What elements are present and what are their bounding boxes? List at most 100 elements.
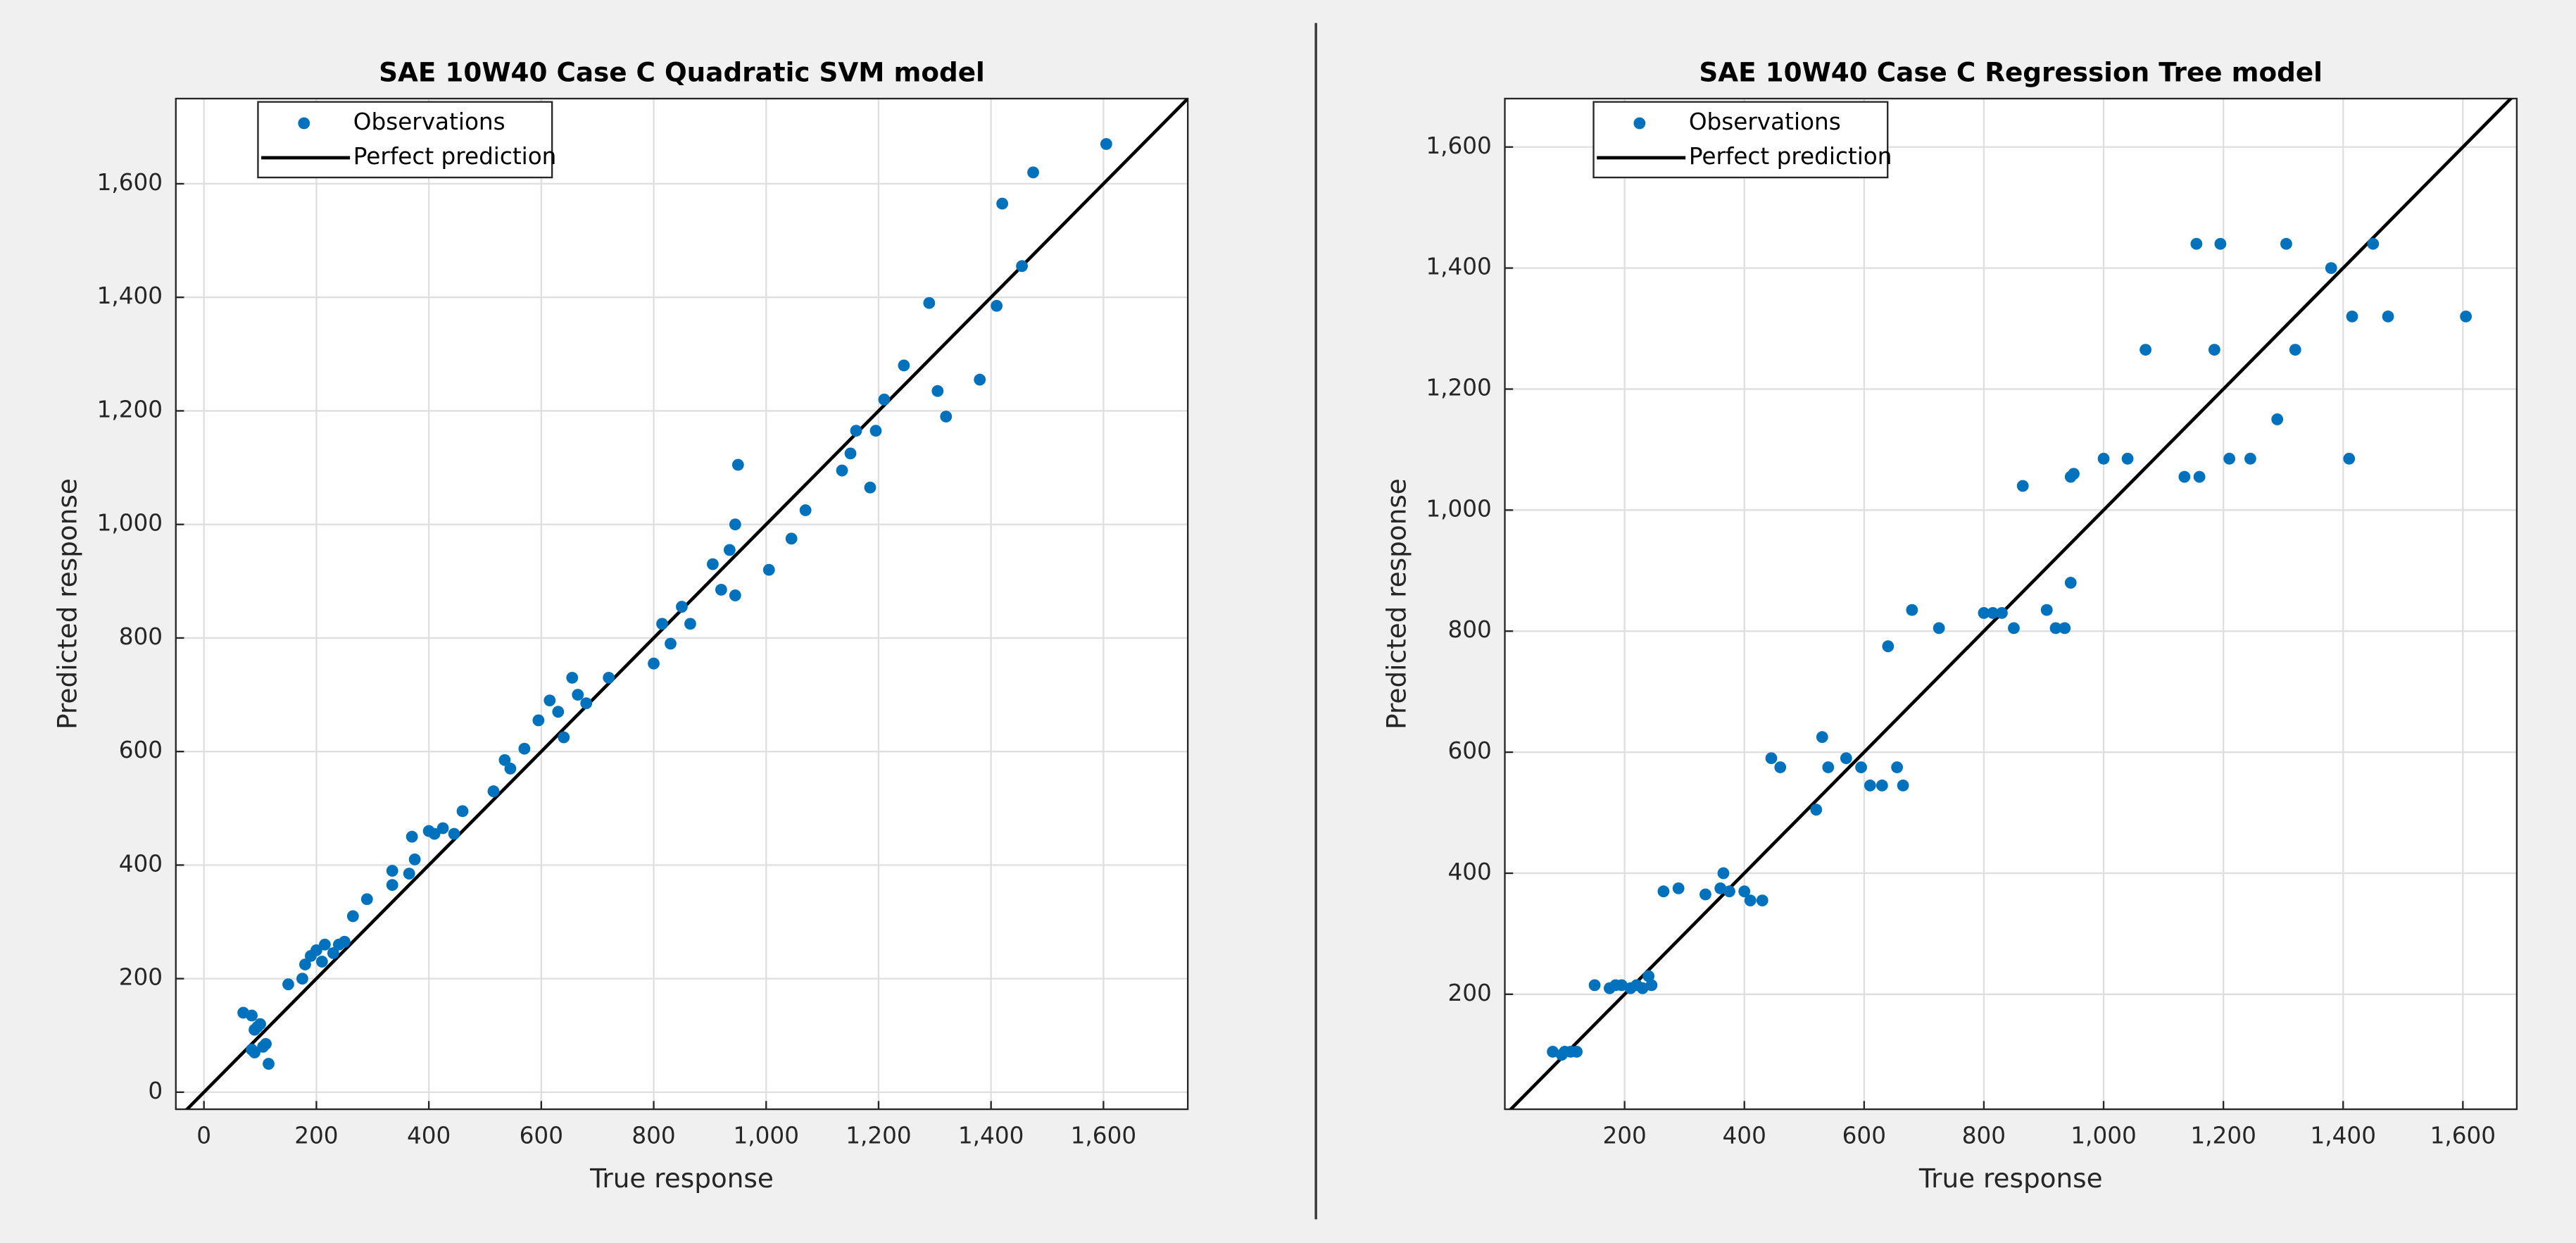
data-point [1016,260,1028,273]
data-point [1636,982,1649,994]
data-point [729,589,741,601]
data-point [436,822,449,835]
data-point [1897,779,1909,792]
legend-label: Observations [353,108,505,135]
data-point [996,197,1009,210]
data-point [869,425,882,437]
data-point [2214,237,2227,250]
data-point [260,1037,272,1050]
y-tick-label: 400 [1448,858,1492,885]
data-point [878,393,891,406]
data-point [1987,607,1999,619]
data-point [282,978,294,991]
legend-label: Observations [1689,108,1841,135]
data-point [1672,882,1685,894]
data-point [315,956,328,968]
data-point [2140,344,2151,356]
data-point [1615,979,1628,992]
y-tick-label: 600 [119,737,163,763]
y-tick-label: 600 [1448,737,1492,764]
data-point [1744,894,1757,906]
data-point [1840,752,1852,765]
data-point [1547,1046,1559,1058]
data-point [2064,577,2077,589]
data-point [1027,166,1039,179]
data-point [1933,622,1945,635]
y-tick-label: 1,000 [97,510,163,537]
y-tick-label: 1,400 [97,282,163,309]
chart-title: SAE 10W40 Case C Regression Tree model [1699,57,2323,88]
x-axis-label: True response [1918,1163,2103,1194]
data-point [715,583,727,596]
data-point [974,373,986,386]
y-tick-label: 400 [119,850,163,877]
y-tick-label: 1,600 [97,169,163,196]
data-point [665,637,677,650]
x-tick-label: 1,600 [2430,1123,2496,1149]
legend-label: Perfect prediction [1689,143,1892,170]
data-point [2097,452,2110,465]
x-tick-label: 1,400 [958,1123,1024,1149]
data-point [2367,237,2380,250]
data-point [296,973,308,985]
legend-box [1592,101,1889,179]
data-point [386,865,398,877]
data-point [1855,761,1867,773]
data-point [2343,452,2356,465]
data-point [1774,761,1787,773]
data-point [518,742,531,755]
data-point [656,618,668,630]
x-tick-label: 600 [1842,1123,1886,1149]
data-point [648,657,660,670]
data-point [723,544,736,556]
axes: 0 200 400 600 800 1,000 1,200 1,400 1,600 0 200 400… [52,57,1189,1194]
data-point [1822,761,1835,773]
y-tick-label: 200 [1448,980,1492,1006]
y-tick-label: 1,200 [97,396,163,423]
data-point [1100,138,1112,150]
data-point [2068,468,2080,480]
data-point [544,694,556,706]
data-point [2016,480,2029,492]
data-point [558,731,570,744]
data-point [1996,607,2008,619]
legend-marker [298,117,310,130]
x-tick-label: 0 [196,1123,211,1149]
data-point [603,671,615,684]
data-point [1714,882,1727,894]
data-point [498,754,511,766]
data-point [487,785,500,797]
x-tick-label: 1,000 [733,1123,799,1149]
data-point [1645,979,1658,992]
data-point [850,425,862,437]
x-tick-label: 1,200 [846,1123,912,1149]
data-point [898,359,910,372]
data-point [360,893,373,906]
data-point [923,296,936,309]
data-point [1876,779,1888,792]
data-point [1891,761,1904,773]
data-point [1588,979,1601,992]
data-point [836,464,848,477]
data-point [2244,452,2256,465]
data-point [1738,885,1751,898]
data-point [2280,237,2292,250]
x-tick-label: 1,600 [1071,1123,1136,1149]
x-tick-label: 1,400 [2310,1123,2376,1149]
data-point [2271,413,2284,425]
y-tick-label: 800 [119,623,163,650]
axes-box [175,97,1189,1111]
x-tick-label: 400 [1723,1123,1766,1149]
data-point [2059,622,2071,635]
y-tick-label: 1,000 [1426,495,1492,522]
data-point [762,563,775,576]
data-point [799,504,812,516]
data-point [249,1023,260,1036]
data-point [299,958,311,970]
data-point [844,447,857,460]
data-point [2325,262,2337,275]
data-point [1882,640,1895,653]
data-point [684,618,696,630]
legend-marker [1633,117,1646,130]
data-point [246,1009,258,1022]
